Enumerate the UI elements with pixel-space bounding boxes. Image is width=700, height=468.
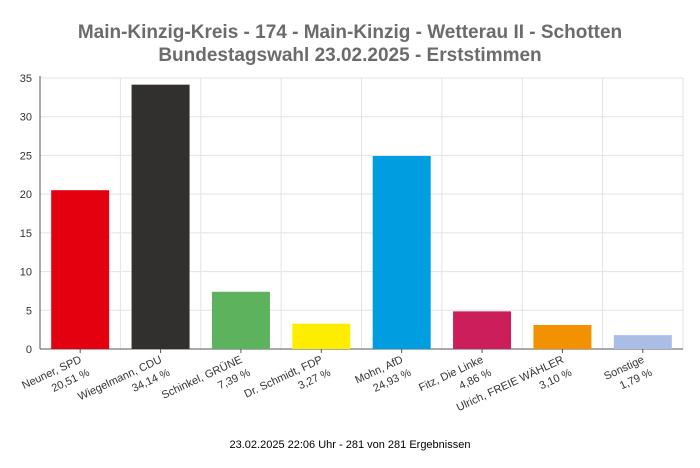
y-tick-label: 10 [20,267,32,279]
y-tick-label: 20 [20,189,32,201]
chart-subtitle: Bundestagswahl 23.02.2025 - Erststimmen [158,45,542,66]
bar [51,190,110,349]
y-tick-label: 35 [20,73,32,85]
bar [292,323,351,349]
bar [613,335,672,349]
bar [131,84,190,349]
y-tick-label: 0 [26,344,32,356]
y-tick-label: 15 [20,228,32,240]
bar [533,324,592,349]
bar [453,311,512,349]
bar [211,291,270,349]
chart-title: Main-Kinzig-Kreis - 174 - Main-Kinzig - … [77,22,623,43]
y-tick-label: 25 [20,150,32,162]
results-footer: 23.02.2025 22:06 Uhr - 281 von 281 Ergeb… [229,439,471,451]
bar [372,155,431,349]
y-tick-label: 30 [20,112,32,124]
y-tick-label: 5 [26,305,32,317]
